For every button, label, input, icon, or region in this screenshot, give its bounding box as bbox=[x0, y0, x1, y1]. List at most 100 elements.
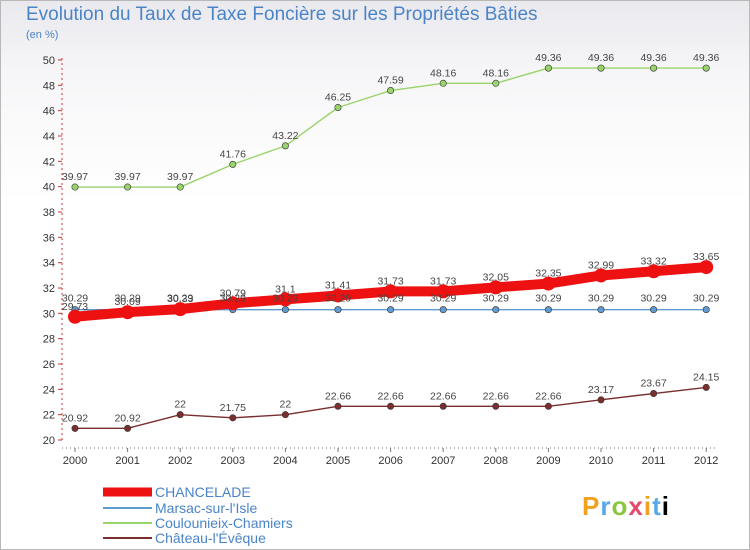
data-point bbox=[597, 306, 605, 314]
data-point bbox=[646, 264, 661, 279]
y-tick-label: 36 bbox=[43, 232, 55, 244]
data-label: 30.33 bbox=[167, 293, 193, 305]
x-tick-label: 2009 bbox=[536, 455, 560, 467]
data-point bbox=[650, 390, 658, 398]
x-tick-label: 2011 bbox=[642, 455, 666, 467]
data-point bbox=[281, 142, 289, 150]
data-label: 23.17 bbox=[588, 384, 614, 396]
data-point bbox=[334, 306, 342, 314]
data-point bbox=[124, 424, 132, 432]
data-label: 30.29 bbox=[220, 293, 246, 305]
y-tick-label: 34 bbox=[43, 258, 55, 270]
data-label: 41.76 bbox=[220, 148, 246, 160]
data-point bbox=[281, 411, 289, 419]
data-label: 24.15 bbox=[693, 371, 719, 383]
legend-label: CHANCELADE bbox=[155, 484, 251, 500]
y-tick-label: 44 bbox=[43, 131, 55, 143]
y-tick-label: 46 bbox=[43, 106, 55, 118]
data-label: 22.66 bbox=[430, 390, 456, 402]
data-label: 48.16 bbox=[483, 67, 509, 79]
data-point bbox=[488, 280, 503, 295]
legend-label: Château-l'Évêque bbox=[155, 530, 266, 546]
data-point bbox=[597, 396, 605, 404]
y-tick-label: 24 bbox=[43, 384, 55, 396]
y-tick-label: 28 bbox=[43, 334, 55, 346]
data-point bbox=[702, 306, 710, 314]
data-label: 30.29 bbox=[62, 293, 88, 305]
data-point bbox=[173, 302, 188, 317]
series-2 bbox=[71, 64, 710, 191]
x-tick-label: 2000 bbox=[63, 455, 87, 467]
data-label: 22 bbox=[280, 399, 292, 411]
data-label: 21.75 bbox=[220, 402, 246, 414]
data-point bbox=[387, 306, 395, 314]
data-label: 30.09 bbox=[114, 296, 140, 308]
y-tick-label: 50 bbox=[43, 55, 55, 67]
data-label: 20.92 bbox=[114, 412, 140, 424]
data-point bbox=[387, 87, 395, 95]
x-tick-label: 2006 bbox=[378, 455, 402, 467]
data-label: 46.25 bbox=[325, 92, 351, 104]
data-point bbox=[650, 64, 658, 72]
data-label: 33.65 bbox=[693, 251, 719, 263]
data-label: 31.41 bbox=[325, 279, 351, 291]
data-point bbox=[383, 284, 398, 299]
data-point bbox=[597, 64, 605, 72]
data-point bbox=[544, 402, 552, 410]
data-label: 31.73 bbox=[430, 275, 456, 287]
data-point bbox=[439, 79, 447, 87]
data-label: 22.66 bbox=[535, 390, 561, 402]
data-point bbox=[71, 183, 79, 191]
data-point bbox=[594, 268, 608, 283]
x-tick-label: 2001 bbox=[115, 455, 139, 467]
data-point bbox=[120, 305, 135, 320]
data-label: 32.99 bbox=[588, 259, 614, 271]
data-label: 29.73 bbox=[62, 301, 88, 313]
y-tick-label: 20 bbox=[43, 435, 55, 447]
data-point bbox=[176, 183, 184, 191]
x-tick-label: 2004 bbox=[273, 455, 297, 467]
data-point bbox=[544, 64, 552, 72]
y-tick-label: 40 bbox=[43, 182, 55, 194]
data-point bbox=[541, 276, 556, 291]
data-label: 30.79 bbox=[220, 287, 246, 299]
data-point bbox=[544, 306, 552, 314]
data-label: 30.29 bbox=[693, 293, 719, 305]
data-label: 30.29 bbox=[588, 293, 614, 305]
data-point bbox=[702, 383, 710, 391]
data-label: 30.29 bbox=[640, 293, 666, 305]
y-tick-label: 32 bbox=[43, 283, 55, 295]
data-labels-layer: 29.73 30.09 30.33 30.79 31.1 31.41 31.73 31.73 3… bbox=[62, 52, 720, 424]
x-tick-label: 2008 bbox=[484, 455, 508, 467]
series-layer bbox=[68, 64, 714, 432]
data-label: 39.97 bbox=[114, 171, 140, 183]
x-tick-label: 2003 bbox=[221, 455, 245, 467]
data-point bbox=[702, 64, 710, 72]
y-tick-label: 30 bbox=[43, 308, 55, 320]
data-label: 22 bbox=[174, 399, 186, 411]
data-point bbox=[492, 402, 500, 410]
data-point bbox=[229, 414, 237, 422]
data-label: 30.29 bbox=[535, 293, 561, 305]
data-point bbox=[225, 296, 240, 311]
data-point bbox=[436, 284, 451, 299]
x-tick-label: 2007 bbox=[431, 455, 455, 467]
proxiti-logo: Proxiti bbox=[582, 491, 670, 521]
data-point bbox=[68, 309, 82, 324]
data-point bbox=[492, 306, 500, 314]
data-point bbox=[699, 260, 714, 275]
data-point bbox=[387, 402, 395, 410]
data-point bbox=[229, 160, 237, 168]
data-label: 49.36 bbox=[535, 52, 561, 64]
data-point bbox=[492, 79, 500, 87]
series-0 bbox=[68, 260, 714, 324]
data-point bbox=[650, 306, 658, 314]
data-point bbox=[124, 183, 132, 191]
data-label: 22.66 bbox=[483, 390, 509, 402]
data-point bbox=[439, 306, 447, 314]
data-label: 22.66 bbox=[325, 390, 351, 402]
data-label: 30.29 bbox=[430, 293, 456, 305]
data-label: 30.29 bbox=[483, 293, 509, 305]
data-point bbox=[176, 411, 184, 419]
x-tick-label: 2002 bbox=[168, 455, 192, 467]
